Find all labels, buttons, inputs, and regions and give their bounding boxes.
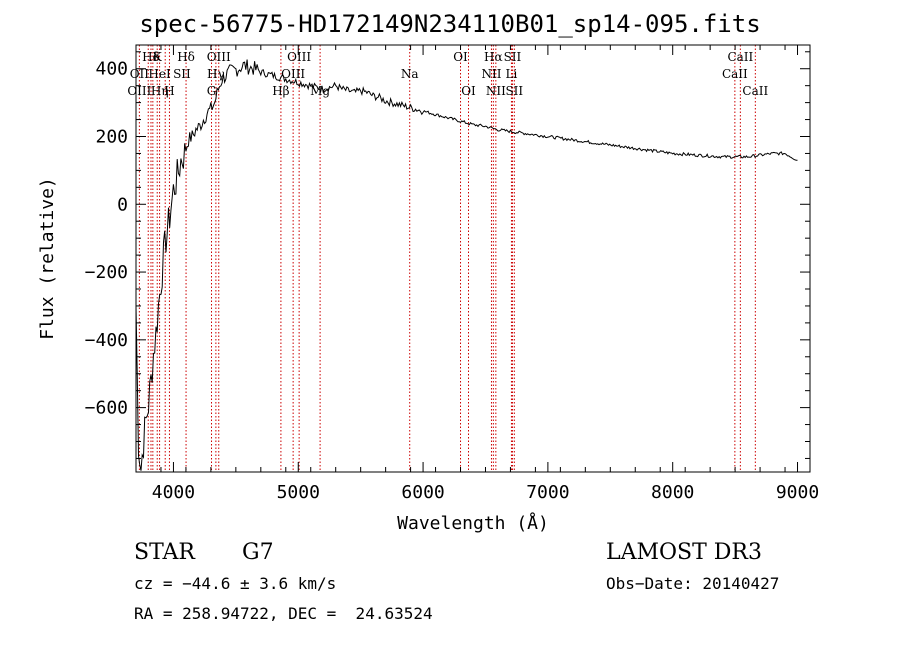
spectral-line-label: CaII [722,67,748,81]
spectrum-line [135,59,798,471]
y-tick-label: −600 [85,398,128,419]
x-tick-label: 6000 [401,482,444,503]
axis-ticks: 4000 5000 6000 7000 8000 9000 −600 −400 −200 0 200… [85,45,819,503]
spectral-line-label: OII [130,67,150,81]
observation-date: Obs−Date: 20140427 [606,574,780,593]
spectral-line-label: Hη [151,84,169,98]
spectral-line-label: SII [173,67,191,81]
survey-name: LAMOST DR3 [606,540,762,565]
spectral-line-label: Na [401,67,419,81]
x-tick-label: 9000 [776,482,819,503]
y-tick-label: 400 [95,59,128,80]
y-axis-label: Flux (relative) [37,177,58,340]
spectral-line-label: OIII [281,67,305,81]
spectral-line-label: OI [453,50,468,64]
spectral-line-label: NII [486,84,506,98]
spectral-line-label: CaII [742,84,768,98]
spectral-line-label: Hδ [177,50,195,64]
spectral-line-label: OI [461,84,476,98]
coordinates: RA = 258.94722, DEC = 24.63524 [134,604,433,623]
spectral-line-label: HeI [148,67,171,81]
spectral-line-label: SII [505,84,523,98]
spectral-line-label: H [164,84,174,98]
subclass: G7 [242,540,274,565]
spectral-line-label: Li [506,67,518,81]
x-tick-label: 4000 [152,482,195,503]
spectral-line-label: CaII [727,50,753,64]
spectral-line-label: Hβ [272,84,289,98]
spectral-line-label: OIII [127,84,151,98]
x-tick-label: 7000 [526,482,569,503]
spectral-line-label: G [207,84,217,98]
spectral-line-label: Mg [310,84,330,98]
y-tick-label: −400 [85,330,128,351]
spectral-line-label: Hγ [207,67,225,81]
spectral-line-label: OIII [207,50,231,64]
y-tick-label: 0 [117,194,128,215]
spectral-line-label: SII [504,50,522,64]
chart-title: spec-56775-HD172149N234110B01_sp14-095.f… [139,10,761,38]
spectral-line-label: NII [481,67,501,81]
y-tick-label: 200 [95,127,128,148]
x-tick-label: 8000 [651,482,694,503]
object-type: STAR [134,540,195,565]
plot-frame [135,44,811,473]
spectral-line-label: Hα [484,50,503,64]
y-tick-label: −200 [85,262,128,283]
x-axis-label: Wavelength (Å) [397,512,549,534]
spectral-line-label: OIII [287,50,311,64]
line-markers [138,45,756,472]
x-tick-label: 5000 [277,482,320,503]
redshift-velocity: cz = −44.6 ± 3.6 km/s [134,574,337,593]
spectrum-series [135,59,798,471]
spectral-line-label: Hδ [142,50,160,64]
spectral-line-label: K [153,50,163,64]
